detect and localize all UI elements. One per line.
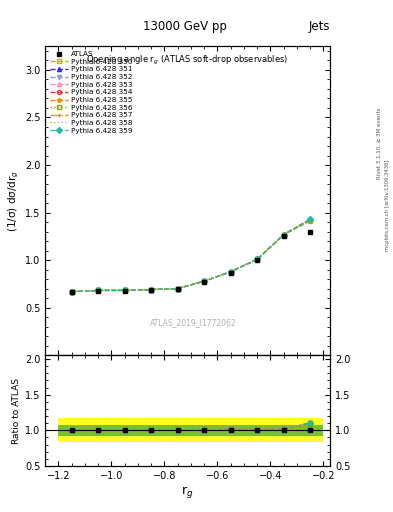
Text: Opening angle r$_g$ (ATLAS soft-drop observables): Opening angle r$_g$ (ATLAS soft-drop obs…: [86, 54, 289, 67]
Y-axis label: Ratio to ATLAS: Ratio to ATLAS: [12, 378, 21, 444]
Text: Rivet 3.1.10, ≥ 3M events: Rivet 3.1.10, ≥ 3M events: [377, 108, 382, 179]
Y-axis label: (1/σ) dσ/dr$_g$: (1/σ) dσ/dr$_g$: [6, 170, 21, 232]
Legend: ATLAS, Pythia 6.428 350, Pythia 6.428 351, Pythia 6.428 352, Pythia 6.428 353, P: ATLAS, Pythia 6.428 350, Pythia 6.428 35…: [48, 49, 135, 136]
Text: mcplots.cern.ch [arXiv:1306.3436]: mcplots.cern.ch [arXiv:1306.3436]: [385, 159, 389, 250]
Text: Jets: Jets: [309, 20, 330, 33]
Text: 13000 GeV pp: 13000 GeV pp: [143, 20, 227, 33]
X-axis label: r$_g$: r$_g$: [182, 483, 194, 500]
Text: ATLAS_2019_I1772062: ATLAS_2019_I1772062: [150, 318, 237, 328]
